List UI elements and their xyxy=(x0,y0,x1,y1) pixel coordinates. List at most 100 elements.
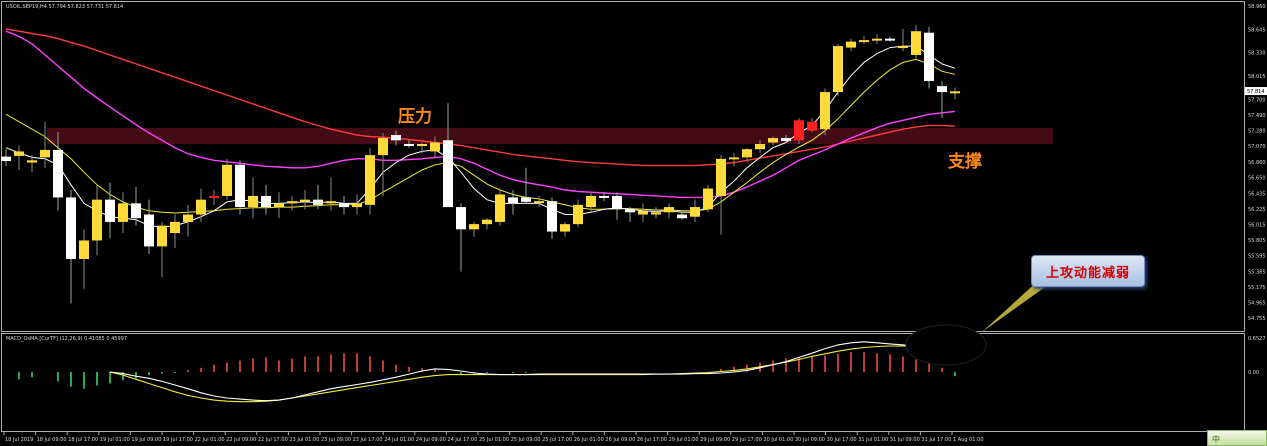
candle-body xyxy=(755,144,765,150)
time-tick-label: 23 Jul 01:00 xyxy=(289,437,319,443)
price-tick-label: 57.490 xyxy=(1248,113,1266,119)
candle-body xyxy=(794,120,804,141)
candle-body xyxy=(534,201,544,204)
time-tick-label: 19 Jul 17:00 xyxy=(163,437,193,443)
time-tick-label: 22 Jul 17:00 xyxy=(258,437,288,443)
candle-body xyxy=(105,199,115,222)
momentum-callout: 上攻动能减弱 xyxy=(1031,255,1145,287)
macd-pane-frame xyxy=(1,333,1245,432)
symbol-header: USOIL.SEP19,H4 57.794 57.823 57.731 57.8… xyxy=(6,4,123,10)
time-tick-label: 29 Jul 09:00 xyxy=(700,437,730,443)
price-tick-label: 55.175 xyxy=(1248,285,1266,291)
candle-body xyxy=(287,201,297,204)
candle-body xyxy=(950,91,960,94)
candle-body xyxy=(703,188,713,210)
macd-tick-label: 0.00 xyxy=(1248,370,1259,376)
candle-body xyxy=(391,135,401,141)
candle-body xyxy=(404,144,414,147)
candle-body xyxy=(872,38,882,41)
price-tick-label: 55.595 xyxy=(1248,254,1266,260)
time-tick-label: 29 Jul 17:00 xyxy=(732,437,762,443)
price-tick-label: 57.280 xyxy=(1248,129,1266,135)
time-tick-label: 18 Jul 2019 xyxy=(5,437,33,443)
current-price-marker xyxy=(1245,87,1267,96)
candle-body xyxy=(729,157,739,160)
candle-body xyxy=(79,240,89,260)
price-tick-label: 57.070 xyxy=(1248,144,1266,150)
time-tick-label: 24 Jul 17:00 xyxy=(447,437,477,443)
ma-red-line xyxy=(5,28,956,167)
candle-body xyxy=(586,195,596,208)
momentum-callout-text: 上攻动能减弱 xyxy=(1045,265,1130,281)
candle-body xyxy=(248,195,258,208)
price-tick-label: 55.805 xyxy=(1248,238,1266,244)
ma-slow-line xyxy=(5,58,956,214)
time-tick-label: 19 Jul 01:00 xyxy=(100,437,130,443)
candle-body xyxy=(14,151,24,156)
time-tick-label: 25 Jul 09:00 xyxy=(511,437,541,443)
time-tick-label: 23 Jul 17:00 xyxy=(353,437,383,443)
price-tick-label: 58.645 xyxy=(1248,27,1266,33)
candle-body xyxy=(716,158,726,196)
candle-body xyxy=(781,138,791,142)
price-tick-label: 57.700 xyxy=(1248,97,1266,103)
time-tick-label: 26 Jul 17:00 xyxy=(637,437,667,443)
candle-body xyxy=(300,199,310,202)
candle-body xyxy=(846,41,856,48)
time-tick-label: 31 Jul 17:00 xyxy=(921,437,951,443)
time-tick-label: 1 Aug 01:00 xyxy=(953,437,984,443)
candle-body xyxy=(222,164,232,196)
time-tick-label: 22 Jul 01:00 xyxy=(195,437,225,443)
candle-body xyxy=(378,138,388,156)
candle-body xyxy=(443,140,453,208)
price-tick-label: 58.015 xyxy=(1248,74,1266,80)
candle-body xyxy=(638,210,648,215)
candle-body xyxy=(1,156,11,162)
candle-body xyxy=(833,46,843,93)
price-tick-label: 58.330 xyxy=(1248,51,1266,57)
price-tick-label: 54.755 xyxy=(1248,316,1266,322)
candle-body xyxy=(261,195,271,208)
candle-body xyxy=(820,92,830,130)
candle-body xyxy=(573,204,583,225)
resistance-support-band xyxy=(47,128,1053,144)
candle-body xyxy=(664,207,674,213)
candle-body xyxy=(898,46,908,49)
time-tick-label: 26 Jul 09:00 xyxy=(605,437,635,443)
candle-body xyxy=(27,160,37,163)
time-tick-label: 30 Jul 17:00 xyxy=(827,437,857,443)
candle-body xyxy=(66,197,76,260)
candle-body xyxy=(612,195,622,210)
time-tick-label: 25 Jul 17:00 xyxy=(542,437,572,443)
support-label: 支撑 xyxy=(948,151,982,172)
candle-body xyxy=(651,212,661,215)
candle-body xyxy=(430,142,440,152)
candle-body xyxy=(456,207,466,230)
candle-body xyxy=(144,214,154,247)
candle-body xyxy=(170,221,180,234)
candle-body xyxy=(157,225,167,247)
time-tick-label: 30 Jul 01:00 xyxy=(763,437,793,443)
candle-body xyxy=(326,201,336,204)
candle-body xyxy=(495,194,505,222)
price-tick-label: 56.015 xyxy=(1248,223,1266,229)
time-tick-label: 30 Jul 09:00 xyxy=(795,437,825,443)
time-tick-label: 26 Jul 01:00 xyxy=(574,437,604,443)
candle-body xyxy=(209,195,219,198)
candle-body xyxy=(690,207,700,217)
candle-body xyxy=(521,197,531,202)
candle-body xyxy=(274,203,284,208)
candle-body xyxy=(183,214,193,222)
candle-body xyxy=(53,149,63,198)
candle-body xyxy=(417,144,427,147)
price-tick-label: 54.965 xyxy=(1248,300,1266,306)
navigator-thumbnail[interactable]: 中 xyxy=(1207,430,1267,446)
candle-body xyxy=(469,224,479,230)
candle-body xyxy=(885,38,895,41)
price-tick-label: 55.385 xyxy=(1248,269,1266,275)
candle-body xyxy=(742,149,752,158)
candle-body xyxy=(768,138,778,143)
macd-tick-label: 0.6527 xyxy=(1248,336,1266,342)
